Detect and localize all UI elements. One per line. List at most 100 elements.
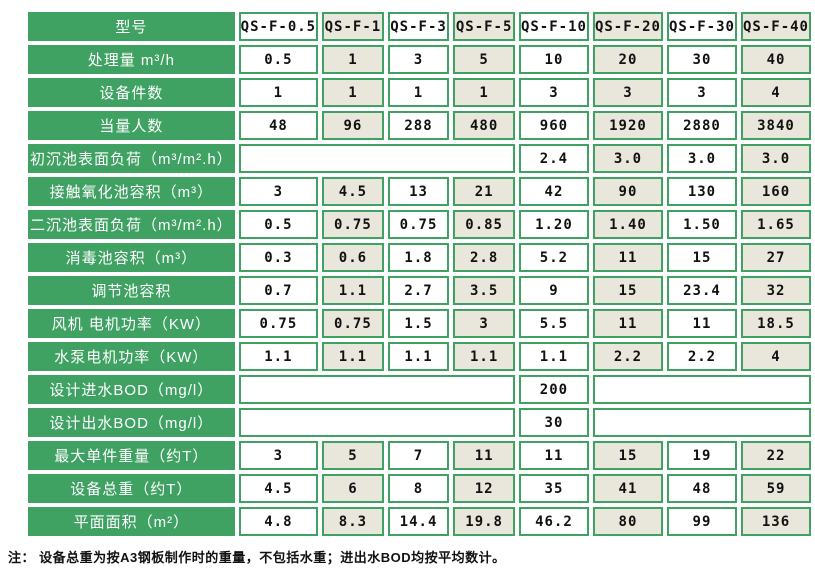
- value-cell: 6: [322, 474, 384, 503]
- value-cell: 96: [322, 111, 384, 140]
- value-cell: 13: [387, 177, 450, 206]
- value-cell: 960: [518, 111, 589, 140]
- value-cell: 32: [740, 276, 811, 305]
- model-header-cell: QS-F-5: [453, 12, 515, 41]
- table-row: 初沉池表面负荷（m³/m².h） 2.4 3.0 3.0 3.0: [28, 144, 811, 173]
- value-cell: 0.7: [238, 276, 319, 305]
- value-cell: 2.7: [387, 276, 450, 305]
- value-cell: 3840: [740, 111, 811, 140]
- value-cell: 14.4: [387, 507, 450, 536]
- value-cell: 3: [453, 309, 515, 338]
- table-row: 二沉池表面负荷（m³/m².h） 0.5 0.75 0.75 0.85 1.20 1.40 1…: [28, 210, 811, 239]
- value-cell: 15: [666, 243, 737, 272]
- value-cell: 3.5: [453, 276, 515, 305]
- row-label-cell: 设备件数: [28, 78, 235, 107]
- spec-table: 型号 QS-F-0.5 QS-F-1 QS-F-3 QS-F-5 QS-F-10 QS-F-…: [24, 8, 815, 540]
- value-cell: 1.1: [453, 342, 515, 371]
- value-cell: 90: [592, 177, 663, 206]
- value-cell: 11: [518, 441, 589, 470]
- value-cell: 11: [666, 309, 737, 338]
- value-cell: 48: [666, 474, 737, 503]
- merged-blank-cell: [592, 375, 811, 404]
- header-row: 型号 QS-F-0.5 QS-F-1 QS-F-3 QS-F-5 QS-F-10 QS-F-…: [28, 12, 811, 41]
- value-cell: 5: [453, 45, 515, 74]
- row-label-cell: 设计出水BOD（mg/l）: [28, 408, 235, 437]
- value-cell: 1920: [592, 111, 663, 140]
- spec-table-body: 型号 QS-F-0.5 QS-F-1 QS-F-3 QS-F-5 QS-F-10 QS-F-…: [28, 12, 811, 536]
- value-cell: 136: [740, 507, 811, 536]
- value-cell: 288: [387, 111, 450, 140]
- table-row: 处理量 m³/h 0.5 1 3 5 10 20 30 40: [28, 45, 811, 74]
- table-row: 设计进水BOD（mg/l） 200: [28, 375, 811, 404]
- value-cell: 3: [387, 45, 450, 74]
- table-row: 风机 电机功率（KW） 0.75 0.75 1.5 3 5.5 11 11 18.5: [28, 309, 811, 338]
- value-cell: 1.1: [518, 342, 589, 371]
- table-row: 设计出水BOD（mg/l） 30: [28, 408, 811, 437]
- row-label-cell: 初沉池表面负荷（m³/m².h）: [28, 144, 235, 173]
- value-cell: 0.3: [238, 243, 319, 272]
- value-cell: 4: [740, 342, 811, 371]
- value-cell: 1.65: [740, 210, 811, 239]
- row-label-cell: 平面面积（m²）: [28, 507, 235, 536]
- model-header-cell: QS-F-20: [592, 12, 663, 41]
- model-header-cell: QS-F-1: [322, 12, 384, 41]
- value-cell: 41: [592, 474, 663, 503]
- table-row: 最大单件重量（约T） 3 5 7 11 11 15 19 22: [28, 441, 811, 470]
- row-label-cell: 设计进水BOD（mg/l）: [28, 375, 235, 404]
- value-cell: 35: [518, 474, 589, 503]
- value-cell: 1.40: [592, 210, 663, 239]
- value-cell: 1.20: [518, 210, 589, 239]
- row-label-cell: 二沉池表面负荷（m³/m².h）: [28, 210, 235, 239]
- value-cell: 19.8: [453, 507, 515, 536]
- value-cell: 1: [322, 45, 384, 74]
- table-row: 当量人数 48 96 288 480 960 1920 2880 3840: [28, 111, 811, 140]
- value-cell: 1: [238, 78, 319, 107]
- value-cell: 0.85: [453, 210, 515, 239]
- value-cell: 3: [666, 78, 737, 107]
- footnote: 注： 设备总重为按A3钢板制作时的重量，不包括水重；进出水BOD均按平均数计。: [8, 550, 506, 565]
- value-cell: 30: [518, 408, 589, 437]
- value-cell: 5: [322, 441, 384, 470]
- table-row: 调节池容积 0.7 1.1 2.7 3.5 9 15 23.4 32: [28, 276, 811, 305]
- value-cell: 2880: [666, 111, 737, 140]
- model-header-cell: QS-F-10: [518, 12, 589, 41]
- value-cell: 8: [387, 474, 450, 503]
- value-cell: 1.50: [666, 210, 737, 239]
- value-cell: 40: [740, 45, 811, 74]
- value-cell: 0.5: [238, 210, 319, 239]
- table-row: 接触氧化池容积（m³） 3 4.5 13 21 42 90 130 160: [28, 177, 811, 206]
- value-cell: 1: [387, 78, 450, 107]
- value-cell: 19: [666, 441, 737, 470]
- value-cell: 1.1: [238, 342, 319, 371]
- row-label-cell: 处理量 m³/h: [28, 45, 235, 74]
- value-cell: 1.5: [387, 309, 450, 338]
- value-cell: 23.4: [666, 276, 737, 305]
- value-cell: 2.4: [518, 144, 589, 173]
- value-cell: 4.5: [322, 177, 384, 206]
- row-label-cell: 消毒池容积（m³）: [28, 243, 235, 272]
- value-cell: 0.5: [238, 45, 319, 74]
- value-cell: 3.0: [740, 144, 811, 173]
- value-cell: 9: [518, 276, 589, 305]
- table-row: 设备总重（约T） 4.5 6 8 12 35 41 48 59: [28, 474, 811, 503]
- value-cell: 2.2: [592, 342, 663, 371]
- value-cell: 1: [322, 78, 384, 107]
- value-cell: 3.0: [592, 144, 663, 173]
- value-cell: 99: [666, 507, 737, 536]
- row-label-cell: 设备总重（约T）: [28, 474, 235, 503]
- value-cell: 4: [740, 78, 811, 107]
- table-row: 消毒池容积（m³） 0.3 0.6 1.8 2.8 5.2 11 15 27: [28, 243, 811, 272]
- value-cell: 0.75: [387, 210, 450, 239]
- value-cell: 0.6: [322, 243, 384, 272]
- value-cell: 130: [666, 177, 737, 206]
- value-cell: 1: [453, 78, 515, 107]
- value-cell: 2.8: [453, 243, 515, 272]
- value-cell: 46.2: [518, 507, 589, 536]
- value-cell: 3: [518, 78, 589, 107]
- model-header-cell: QS-F-3: [387, 12, 450, 41]
- model-header-cell: QS-F-40: [740, 12, 811, 41]
- value-cell: 8.3: [322, 507, 384, 536]
- value-cell: 1.1: [387, 342, 450, 371]
- value-cell: 0.75: [322, 309, 384, 338]
